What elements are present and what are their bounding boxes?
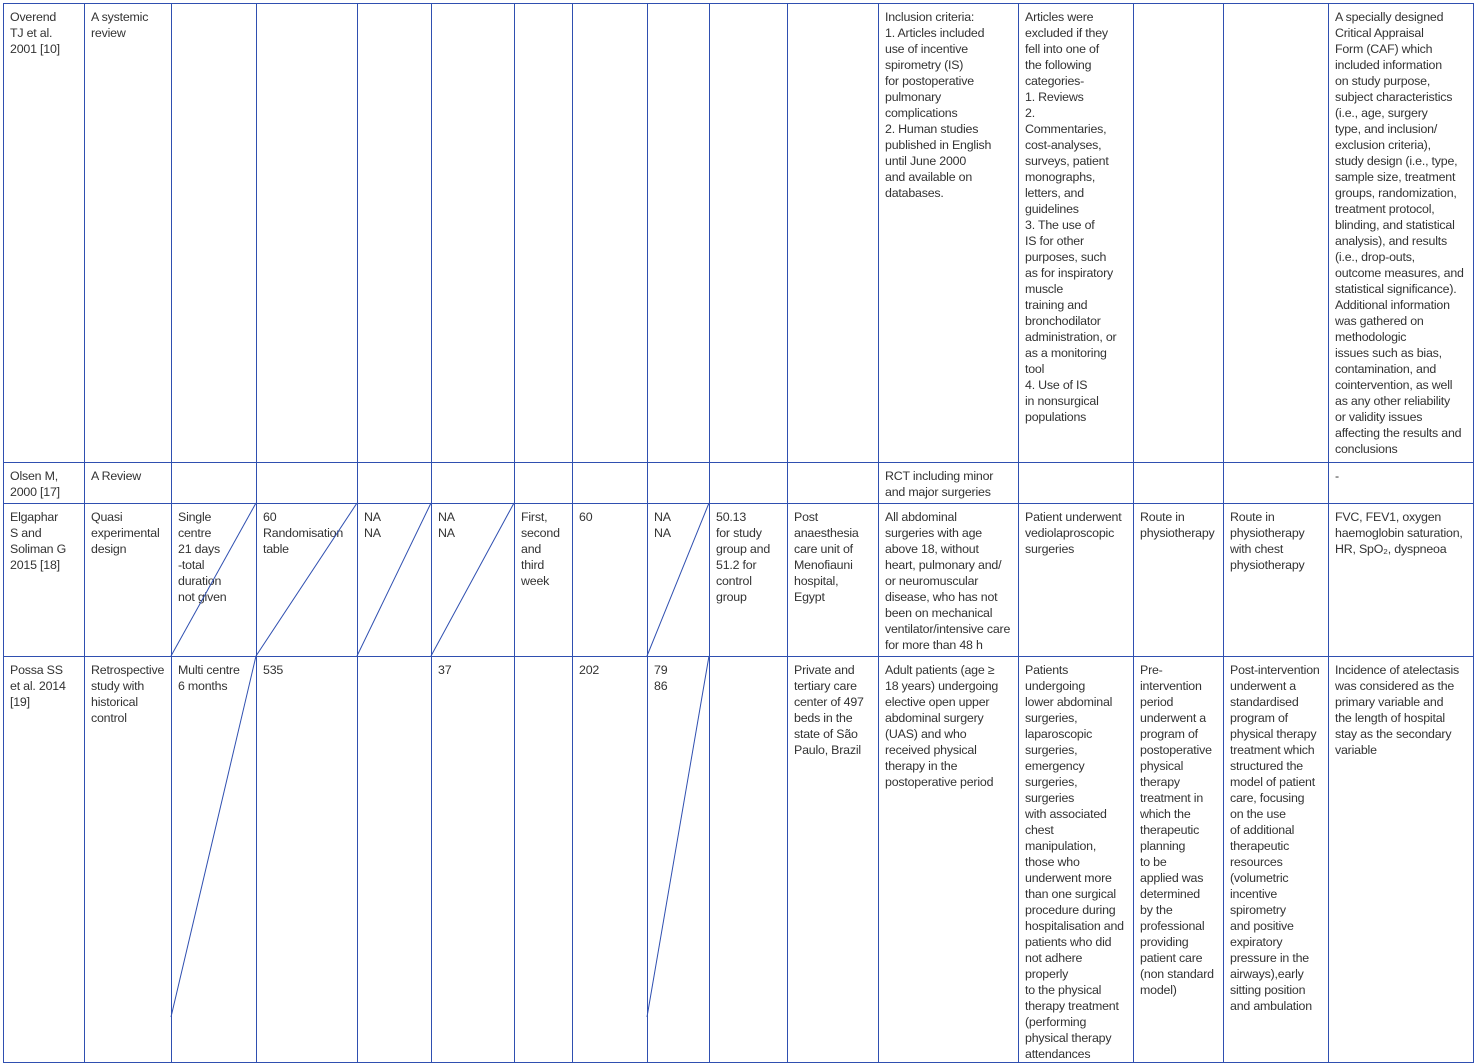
table-cell: 37	[431, 656, 515, 1063]
table-cell	[709, 656, 788, 1063]
table-cell: Articles were excluded if they fell into…	[1018, 3, 1134, 463]
table-cell: Quasi experimental design	[84, 503, 172, 657]
table-cell	[171, 3, 257, 463]
table-cell: 60	[572, 503, 648, 657]
table-cell	[256, 462, 358, 504]
table-cell: First, second and third week	[514, 503, 573, 657]
table-cell: Possa SS et al. 2014 [19]	[3, 656, 85, 1063]
table-cell: 50.13 for study group and 51.2 for contr…	[709, 503, 788, 657]
table-cell: NA NA	[431, 503, 515, 657]
table-cell: Private and tertiary care center of 497 …	[787, 656, 879, 1063]
row-possa-2014: Possa SS et al. 2014 [19] Retrospective s…	[3, 656, 1474, 1063]
table-cell: 79 86	[647, 656, 710, 1063]
table-cell	[514, 462, 573, 504]
table-cell: Patient underwent vediolaproscopic surge…	[1018, 503, 1134, 657]
table-cell: -	[1328, 462, 1474, 504]
table-cell: NA NA	[357, 503, 432, 657]
table-cell	[709, 462, 788, 504]
table-cell	[1223, 462, 1329, 504]
table-cell: Olsen M, 2000 [17]	[3, 462, 85, 504]
table-cell: Adult patients (age ≥ 18 years) undergoi…	[878, 656, 1019, 1063]
table-cell: NA NA	[647, 503, 710, 657]
row-overend-2001: Overend TJ et al. 2001 [10] A systemic re…	[3, 3, 1474, 463]
study-table: Overend TJ et al. 2001 [10] A systemic re…	[3, 3, 1474, 1063]
table-cell	[171, 462, 257, 504]
table-cell	[357, 3, 432, 463]
table-cell	[787, 3, 879, 463]
table-cell	[709, 3, 788, 463]
table-cell: Post-intervention underwent a standardis…	[1223, 656, 1329, 1063]
table-cell: FVC, FEV1, oxygen haemoglobin saturation…	[1328, 503, 1474, 657]
table-cell: Route in physiotherapy with chest physio…	[1223, 503, 1329, 657]
table-cell: Incidence of atelectasis was considered …	[1328, 656, 1474, 1063]
table-cell: Retrospective study with historical cont…	[84, 656, 172, 1063]
row-elgaphar-2015: Elgaphar S and Soliman G 2015 [18] Quasi …	[3, 503, 1474, 657]
table-cell: Pre- intervention period underwent a pro…	[1133, 656, 1224, 1063]
table-cell: A Review	[84, 462, 172, 504]
table-cell	[1133, 3, 1224, 463]
table-cell	[647, 3, 710, 463]
table-cell	[514, 3, 573, 463]
table-cell	[787, 462, 879, 504]
table-cell: RCT including minor and major surgeries	[878, 462, 1019, 504]
table-cell: All abdominal surgeries with age above 1…	[878, 503, 1019, 657]
table-cell	[1223, 3, 1329, 463]
table-cell: 202	[572, 656, 648, 1063]
table-cell: Route in physiotherapy	[1133, 503, 1224, 657]
table-cell	[256, 3, 358, 463]
table-cell	[1018, 462, 1134, 504]
table-cell: Elgaphar S and Soliman G 2015 [18]	[3, 503, 85, 657]
table-cell: Overend TJ et al. 2001 [10]	[3, 3, 85, 463]
table-cell	[431, 462, 515, 504]
table-cell: 535	[256, 656, 358, 1063]
table-cell	[572, 3, 648, 463]
table-cell: A systemic review	[84, 3, 172, 463]
table-cell: Multi centre 6 months	[171, 656, 257, 1063]
study-table-container: Overend TJ et al. 2001 [10] A systemic re…	[3, 3, 1474, 1063]
table-cell	[514, 656, 573, 1063]
table-cell	[357, 462, 432, 504]
table-cell	[572, 462, 648, 504]
table-cell: Patients undergoing lower abdominal surg…	[1018, 656, 1134, 1063]
table-cell: Single centre 21 days -total duration no…	[171, 503, 257, 657]
table-cell: A specially designed Critical Appraisal …	[1328, 3, 1474, 463]
table-cell: Inclusion criteria: 1. Articles included…	[878, 3, 1019, 463]
table-cell	[357, 656, 432, 1063]
table-cell	[647, 462, 710, 504]
table-cell	[1133, 462, 1224, 504]
row-olsen-2000: Olsen M, 2000 [17] A Review RCT including …	[3, 462, 1474, 504]
table-cell	[431, 3, 515, 463]
table-cell: 60 Randomisation table	[256, 503, 358, 657]
table-cell: Post anaesthesia care unit of Menofiauni…	[787, 503, 879, 657]
